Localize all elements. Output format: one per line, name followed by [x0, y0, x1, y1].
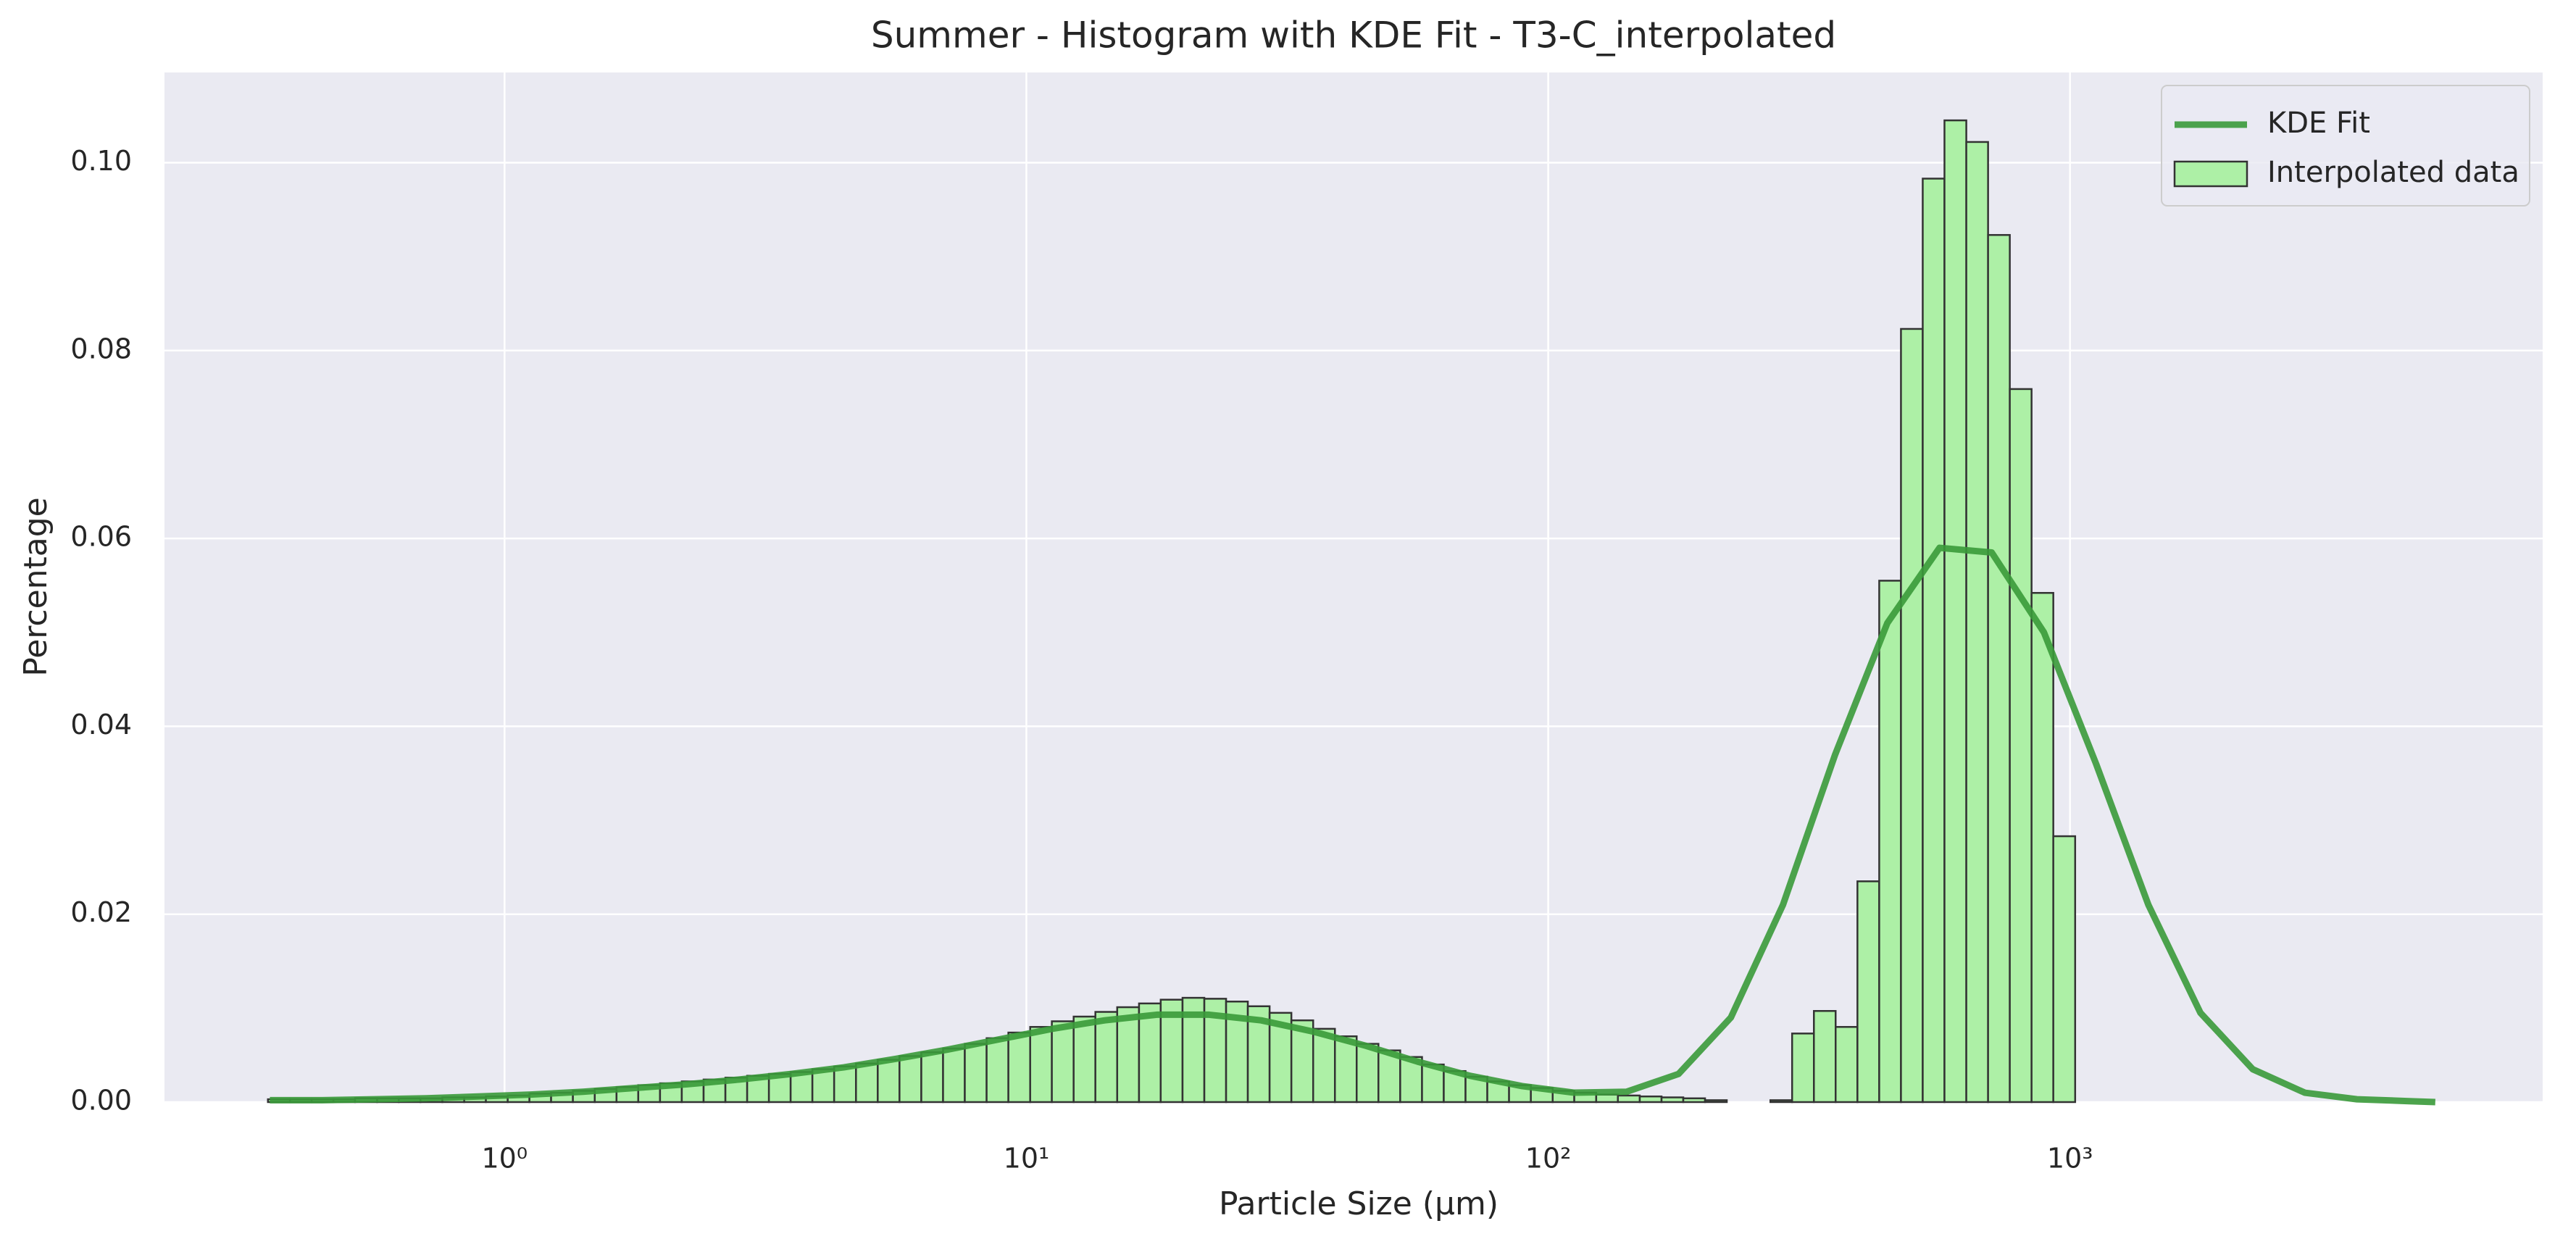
histogram-bar	[1377, 1049, 1401, 1104]
histogram-bar	[1813, 1009, 1837, 1104]
histogram-bar	[1878, 580, 1902, 1104]
histogram-bar	[1333, 1035, 1358, 1104]
histogram-bar	[1072, 1015, 1096, 1104]
legend-label: KDE Fit	[2267, 107, 2370, 140]
histogram-bar	[1835, 1026, 1859, 1104]
y-tick-label: 0.10	[70, 145, 132, 177]
histogram-bar	[1922, 178, 1946, 1104]
y-tick-label: 0.06	[70, 521, 132, 553]
y-axis-label: Percentage	[17, 497, 54, 677]
histogram-bar	[1900, 328, 1924, 1104]
x-axis-label: Particle Size (μm)	[1219, 1185, 1499, 1222]
histogram-bar	[920, 1051, 944, 1104]
x-tick-label: 10¹	[1004, 1143, 1050, 1175]
histogram-bar	[1617, 1094, 1641, 1104]
x-tick-label: 10²	[1525, 1143, 1572, 1175]
legend-label: Interpolated data	[2267, 156, 2519, 189]
histogram-bar	[1943, 119, 1967, 1104]
plot-area	[164, 72, 2543, 1102]
histogram-bar	[2009, 388, 2033, 1104]
y-tick-label: 0.00	[70, 1085, 132, 1117]
histogram-bar	[899, 1055, 922, 1104]
labels: 0.00 0.02 0.04 0.06 0.08 0.10 10⁰ 10¹ 10² 10³	[70, 145, 2093, 1175]
kde-line	[270, 544, 2435, 1106]
histogram-bar	[1094, 1011, 1119, 1104]
histogram-bar	[1029, 1026, 1053, 1104]
histogram-bar	[1660, 1096, 1685, 1104]
legend: KDE Fit Interpolated data	[2161, 85, 2530, 207]
x-tick-label: 10³	[2047, 1143, 2093, 1175]
histogram-bar	[855, 1062, 879, 1104]
histogram-bar	[1769, 1099, 1793, 1104]
y-tick-label: 0.08	[70, 333, 132, 364]
x-tick-label: 10⁰	[482, 1143, 528, 1175]
histogram-bar	[2052, 835, 2077, 1104]
histogram-bar	[1138, 1002, 1162, 1104]
histogram-bar	[1051, 1020, 1075, 1104]
histogram-bar	[877, 1059, 901, 1104]
marks	[267, 119, 2435, 1106]
histogram-bar	[985, 1037, 1009, 1104]
histogram-bar	[964, 1043, 988, 1104]
histogram-bar	[2030, 592, 2054, 1104]
histogram-bar	[1116, 1006, 1141, 1104]
histogram-bar	[1595, 1093, 1619, 1104]
histogram-bar	[1987, 234, 2011, 1104]
histogram-bar	[811, 1068, 835, 1104]
histogram-bar	[1007, 1031, 1031, 1104]
legend-patch	[2173, 160, 2248, 188]
histogram-bar	[1856, 880, 1880, 1104]
chart-title: Summer - Histogram with KDE Fit - T3-C_i…	[871, 14, 1836, 57]
histogram-bar	[1682, 1097, 1706, 1104]
histogram-bar	[1965, 141, 1989, 1104]
histogram-bar	[942, 1047, 966, 1104]
histogram-bar	[789, 1071, 814, 1104]
legend-box	[2161, 85, 2530, 207]
histogram-bar	[1791, 1033, 1815, 1104]
y-tick-label: 0.04	[70, 709, 132, 741]
histogram-bar	[1356, 1043, 1380, 1104]
y-tick-label: 0.02	[70, 896, 132, 928]
histogram-bar	[1704, 1099, 1728, 1104]
histogram-bar	[833, 1065, 857, 1104]
histogram-bar	[1638, 1095, 1663, 1104]
